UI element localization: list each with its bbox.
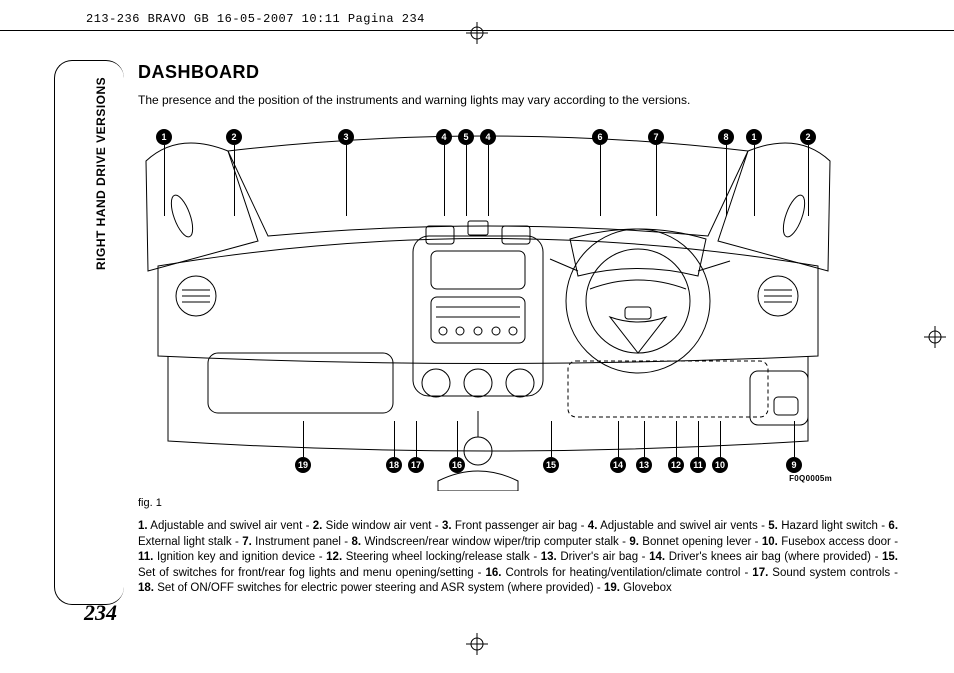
figure-ref-code: F0Q0005m [789, 474, 832, 483]
callout-line [720, 421, 721, 457]
callout-2: 2 [800, 129, 816, 145]
callout-line [457, 421, 458, 457]
callout-line [234, 145, 235, 216]
section-title: DASHBOARD [138, 62, 898, 83]
callout-10: 10 [712, 457, 728, 473]
callout-11: 11 [690, 457, 706, 473]
callout-line [303, 421, 304, 457]
callout-line [656, 145, 657, 216]
page-number: 234 [84, 600, 117, 626]
callout-line [644, 421, 645, 457]
callout-line [698, 421, 699, 457]
callout-line [488, 145, 489, 216]
callout-line [794, 421, 795, 457]
page-meta-header: 213-236 BRAVO GB 16-05-2007 10:11 Pagina… [86, 12, 425, 26]
page-frame [54, 60, 124, 605]
callout-line [346, 145, 347, 216]
callout-line [618, 421, 619, 457]
callout-line [600, 145, 601, 216]
figure-caption: fig. 1 [138, 497, 898, 509]
callout-4: 4 [436, 129, 452, 145]
callout-2: 2 [226, 129, 242, 145]
legend-text: 1. Adjustable and swivel air vent - 2. S… [138, 519, 898, 597]
callout-line [551, 421, 552, 457]
callout-line [416, 421, 417, 457]
register-mark-top [466, 22, 488, 44]
callout-8: 8 [718, 129, 734, 145]
callout-line [394, 421, 395, 457]
content-area: DASHBOARD The presence and the position … [138, 62, 898, 597]
callout-12: 12 [668, 457, 684, 473]
callout-1: 1 [746, 129, 762, 145]
callout-line [444, 145, 445, 216]
register-mark-bottom [466, 633, 488, 655]
intro-text: The presence and the position of the ins… [138, 93, 898, 107]
callout-16: 16 [449, 457, 465, 473]
callout-9: 9 [786, 457, 802, 473]
callout-15: 15 [543, 457, 559, 473]
callout-3: 3 [338, 129, 354, 145]
side-tab-label: RIGHT HAND DRIVE VERSIONS [94, 77, 108, 270]
callout-18: 18 [386, 457, 402, 473]
callout-6: 6 [592, 129, 608, 145]
register-mark-right [924, 326, 946, 348]
callout-19: 19 [295, 457, 311, 473]
callout-line [164, 145, 165, 216]
callout-7: 7 [648, 129, 664, 145]
dashboard-figure: 12345467812191817161514131211109 F0Q0005… [138, 121, 838, 491]
callout-1: 1 [156, 129, 172, 145]
callout-13: 13 [636, 457, 652, 473]
callout-14: 14 [610, 457, 626, 473]
callout-line [726, 145, 727, 216]
callout-17: 17 [408, 457, 424, 473]
callout-5: 5 [458, 129, 474, 145]
callout-line [754, 145, 755, 216]
callout-line [466, 145, 467, 216]
callout-line [676, 421, 677, 457]
callout-4: 4 [480, 129, 496, 145]
callout-line [808, 145, 809, 216]
